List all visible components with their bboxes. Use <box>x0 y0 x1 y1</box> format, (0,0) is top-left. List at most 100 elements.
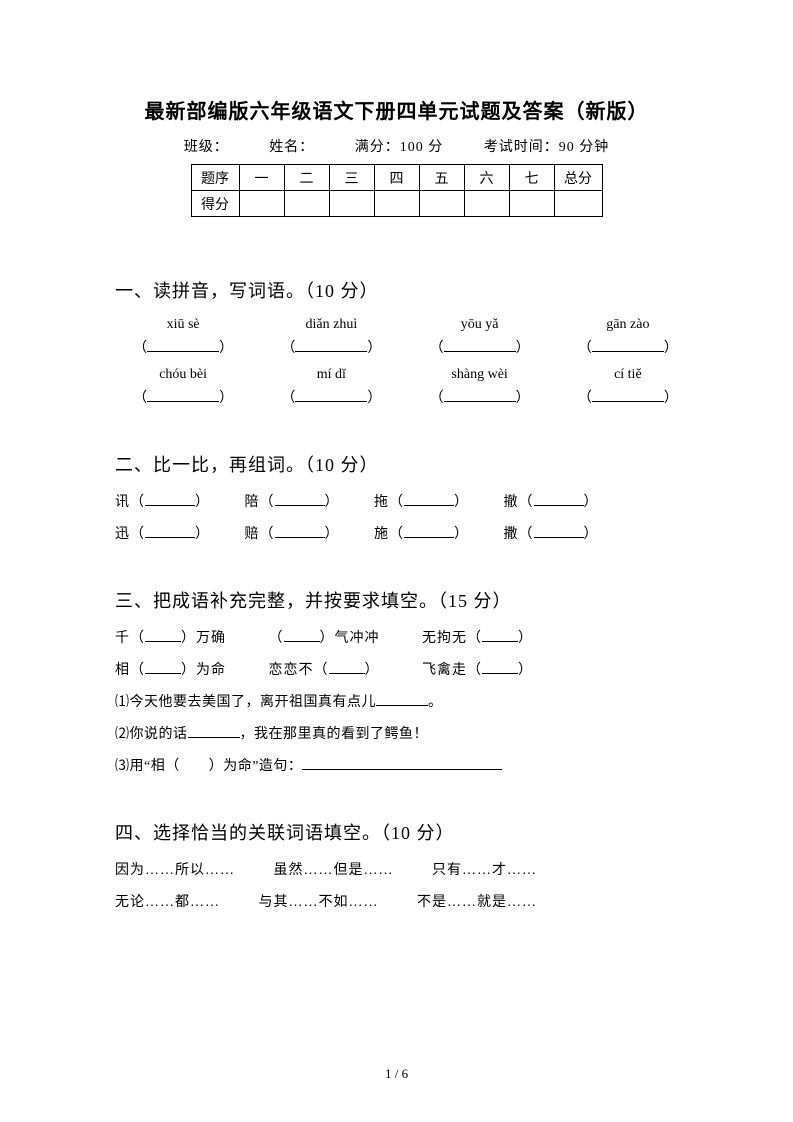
answer-blank[interactable]: （） <box>133 337 233 357</box>
idiom-row: 千（）万确 （）气冲冲 无拘无（） <box>115 627 678 647</box>
answer-blank[interactable] <box>145 524 195 538</box>
sentence-q1: ⑴今天他要去美国了，离开祖国真有点儿。 <box>115 691 678 711</box>
pinyin-grid: xiū sè diǎn zhuì yōu yǎ gān zào （） （） （）… <box>133 317 678 407</box>
conj-row: 无论……都…… 与其……不如…… 不是……就是…… <box>115 891 678 911</box>
compare-item: 陪（） <box>245 491 340 511</box>
compare-item: 讯（） <box>115 491 210 511</box>
fullscore-value: 100 分 <box>400 140 444 155</box>
answer-blank[interactable] <box>145 660 181 674</box>
cell-blank[interactable] <box>554 191 602 217</box>
page-number: 1 / 6 <box>0 1066 793 1082</box>
conj-item: 只有……才…… <box>432 859 537 879</box>
answer-blank[interactable] <box>404 492 454 506</box>
pinyin-cell: chóu bèi <box>133 367 233 383</box>
compare-item: 撤（） <box>504 491 599 511</box>
score-table: 题序 一 二 三 四 五 六 七 总分 得分 <box>191 164 603 217</box>
answer-blank[interactable] <box>275 492 325 506</box>
cell-total: 总分 <box>554 165 602 191</box>
answer-blank[interactable] <box>284 628 320 642</box>
cell-blank[interactable] <box>464 191 509 217</box>
idiom-item: 恋恋不（） <box>269 659 380 679</box>
answer-blank[interactable]: （） <box>281 387 381 407</box>
answer-blank[interactable]: （） <box>430 387 530 407</box>
exam-meta: 班级： 姓名： 满分：100 分 考试时间：90 分钟 <box>115 136 678 156</box>
cell-blank[interactable] <box>329 191 374 217</box>
cell-col: 七 <box>509 165 554 191</box>
answer-blank[interactable]: （） <box>578 387 678 407</box>
section-1: 一、读拼音，写词语。（10 分） xiū sè diǎn zhuì yōu yǎ… <box>115 277 678 407</box>
section-4: 四、选择恰当的关联词语填空。（10 分） 因为……所以…… 虽然……但是…… 只… <box>115 819 678 911</box>
cell-col: 一 <box>239 165 284 191</box>
answer-blank[interactable]: （） <box>430 337 530 357</box>
conj-item: 无论……都…… <box>115 891 220 911</box>
pinyin-cell: diǎn zhuì <box>281 317 381 333</box>
compare-row: 迅（） 赔（） 施（） 撒（） <box>115 523 678 543</box>
section-3: 三、把成语补充完整，并按要求填空。（15 分） 千（）万确 （）气冲冲 无拘无（… <box>115 587 678 775</box>
section-heading: 一、读拼音，写词语。（10 分） <box>115 277 678 303</box>
conj-row: 因为……所以…… 虽然……但是…… 只有……才…… <box>115 859 678 879</box>
section-2: 二、比一比，再组词。（10 分） 讯（） 陪（） 拖（） 撤（） 迅（） 赔（）… <box>115 451 678 543</box>
idiom-item: （）气冲冲 <box>269 627 380 647</box>
conj-item: 因为……所以…… <box>115 859 235 879</box>
cell-blank[interactable] <box>509 191 554 217</box>
section-heading: 四、选择恰当的关联词语填空。（10 分） <box>115 819 678 845</box>
pinyin-row: xiū sè diǎn zhuì yōu yǎ gān zào <box>133 317 678 333</box>
answer-blank[interactable] <box>534 524 584 538</box>
answer-blank[interactable]: （） <box>578 337 678 357</box>
answer-blank[interactable] <box>145 628 181 642</box>
answer-blank[interactable] <box>482 628 518 642</box>
cell-blank[interactable] <box>419 191 464 217</box>
time-label: 考试时间： <box>484 140 559 155</box>
page-title: 最新部编版六年级语文下册四单元试题及答案（新版） <box>115 95 678 124</box>
table-row: 得分 <box>191 191 602 217</box>
answer-blank[interactable] <box>275 524 325 538</box>
compare-item: 赔（） <box>245 523 340 543</box>
pinyin-cell: mí dǐ <box>281 367 381 383</box>
cell-blank[interactable] <box>239 191 284 217</box>
cell-header: 题序 <box>191 165 239 191</box>
answer-blank[interactable] <box>329 660 365 674</box>
cell-col: 五 <box>419 165 464 191</box>
section-heading: 二、比一比，再组词。（10 分） <box>115 451 678 477</box>
pinyin-cell: yōu yǎ <box>430 317 530 333</box>
cell-col: 四 <box>374 165 419 191</box>
cell-blank[interactable] <box>284 191 329 217</box>
answer-blank[interactable] <box>404 524 454 538</box>
answer-blank[interactable] <box>302 756 502 770</box>
class-label: 班级： <box>184 140 229 155</box>
compare-item: 施（） <box>374 523 469 543</box>
blank-row: （） （） （） （） <box>133 337 678 357</box>
answer-blank[interactable]: （） <box>281 337 381 357</box>
answer-blank[interactable] <box>188 724 240 738</box>
answer-blank[interactable] <box>145 492 195 506</box>
pinyin-cell: xiū sè <box>133 317 233 333</box>
sentence-q2: ⑵你说的话，我在那里真的看到了鳄鱼！ <box>115 723 678 743</box>
name-label: 姓名： <box>269 140 314 155</box>
idiom-item: 飞禽走（） <box>422 659 533 679</box>
compare-item: 迅（） <box>115 523 210 543</box>
compare-row: 讯（） 陪（） 拖（） 撤（） <box>115 491 678 511</box>
pinyin-row: chóu bèi mí dǐ shàng wèi cí tiě <box>133 367 678 383</box>
cell-blank[interactable] <box>374 191 419 217</box>
pinyin-cell: cí tiě <box>578 367 678 383</box>
idiom-item: 无拘无（） <box>422 627 533 647</box>
answer-blank[interactable] <box>482 660 518 674</box>
cell-col: 六 <box>464 165 509 191</box>
pinyin-cell: shàng wèi <box>430 367 530 383</box>
time-value: 90 分钟 <box>559 140 610 155</box>
table-row: 题序 一 二 三 四 五 六 七 总分 <box>191 165 602 191</box>
blank-row: （） （） （） （） <box>133 387 678 407</box>
pinyin-cell: gān zào <box>578 317 678 333</box>
answer-blank[interactable] <box>376 692 428 706</box>
idiom-row: 相（）为命 恋恋不（） 飞禽走（） <box>115 659 678 679</box>
cell-col: 三 <box>329 165 374 191</box>
conj-item: 与其……不如…… <box>259 891 379 911</box>
fullscore-label: 满分： <box>355 140 400 155</box>
answer-blank[interactable] <box>534 492 584 506</box>
answer-blank[interactable]: （） <box>133 387 233 407</box>
cell-header: 得分 <box>191 191 239 217</box>
cell-col: 二 <box>284 165 329 191</box>
compare-item: 撒（） <box>504 523 599 543</box>
section-heading: 三、把成语补充完整，并按要求填空。（15 分） <box>115 587 678 613</box>
idiom-item: 相（）为命 <box>115 659 226 679</box>
